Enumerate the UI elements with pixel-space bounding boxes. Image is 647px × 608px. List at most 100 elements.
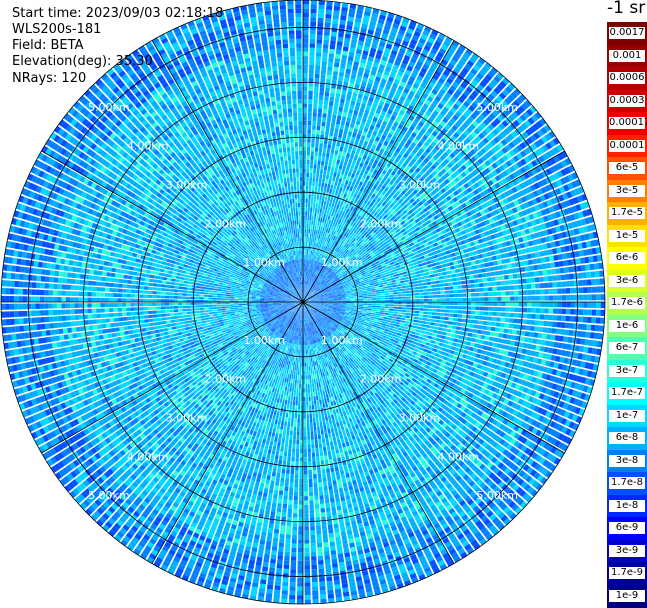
range-bin [496, 281, 501, 285]
range-bin [461, 323, 466, 327]
range-bin [310, 229, 312, 233]
range-bin [323, 40, 329, 45]
range-bin [323, 187, 326, 192]
range-bin [326, 10, 332, 15]
range-bin [565, 316, 570, 322]
range-bin [448, 282, 453, 286]
range-bin [332, 163, 336, 168]
range-bin [350, 297, 354, 298]
range-bin [402, 291, 406, 293]
range-bin [465, 346, 470, 351]
range-bin [328, 180, 331, 185]
range-bin [386, 322, 391, 325]
range-bin [303, 39, 308, 43]
range-bin [318, 104, 322, 109]
range-bin [306, 186, 308, 190]
range-bin [535, 320, 540, 325]
range-bin [549, 302, 553, 307]
range-bin [344, 104, 349, 109]
range-bin [582, 272, 587, 278]
range-bin [345, 99, 350, 104]
range-bin [339, 129, 343, 134]
range-bin [484, 311, 489, 315]
range-bin [381, 304, 385, 306]
range-bin [527, 302, 531, 307]
range-bin [342, 188, 346, 193]
range-bin [312, 182, 315, 187]
range-bin [488, 292, 492, 296]
range-bin [306, 194, 308, 198]
range-bin [445, 290, 450, 293]
range-bin [310, 22, 316, 27]
range-bin [334, 168, 338, 173]
range-bin [490, 332, 495, 337]
range-bin [303, 60, 308, 64]
range-bin [473, 270, 478, 274]
range-bin [324, 27, 330, 32]
range-bin [303, 280, 304, 284]
range-bin [550, 335, 555, 341]
range-bin [339, 147, 343, 152]
range-bin [308, 121, 312, 125]
range-bin [320, 302, 324, 303]
range-bin [381, 298, 385, 300]
range-bin [419, 305, 423, 308]
range-bin [430, 326, 435, 329]
range-bin [303, 56, 308, 60]
range-bin [496, 317, 501, 321]
range-bin [499, 270, 504, 275]
range-bin [323, 174, 326, 179]
range-bin [310, 30, 316, 35]
range-bin [406, 310, 410, 313]
range-bin [500, 344, 505, 349]
range-bin [426, 322, 431, 325]
range-bin [499, 328, 504, 333]
range-bin [305, 220, 307, 224]
range-bin [522, 319, 527, 324]
range-bin [384, 311, 388, 313]
range-bin [317, 31, 323, 36]
range-bin [504, 323, 509, 328]
range-bin [384, 315, 389, 317]
range-bin [305, 263, 306, 267]
range-bin [393, 290, 398, 292]
range-bin [536, 290, 541, 295]
range-bin [548, 315, 553, 320]
range-bin [327, 144, 331, 149]
range-bin [441, 295, 445, 298]
range-bin [543, 321, 548, 326]
range-bin [532, 302, 536, 307]
range-bin [462, 289, 467, 293]
range-bin [397, 312, 402, 314]
range-bin [388, 285, 393, 288]
range-bin [558, 254, 563, 260]
range-bin [342, 116, 347, 121]
range-bin [315, 186, 318, 191]
range-bin [436, 284, 441, 287]
range-bin [580, 339, 585, 345]
range-bin [458, 314, 463, 318]
range-bin [538, 270, 543, 275]
range-bin [387, 320, 392, 323]
range-bin [441, 335, 446, 339]
range-bin [340, 98, 345, 103]
range-bin [315, 78, 320, 83]
range-bin [335, 177, 339, 182]
range-bin [479, 311, 484, 315]
range-bin [303, 69, 308, 73]
range-bin [483, 316, 488, 320]
range-bin [514, 285, 519, 290]
range-bin [340, 20, 346, 25]
range-bin [396, 317, 401, 320]
range-bin [445, 306, 449, 309]
range-bin [401, 288, 406, 291]
range-bin [313, 104, 317, 109]
range-bin [315, 151, 318, 156]
range-bin [387, 281, 392, 284]
range-bin [394, 327, 399, 330]
range-bin [333, 303, 337, 304]
range-bin [310, 233, 312, 237]
range-bin [331, 145, 335, 150]
range-bin [381, 300, 385, 302]
range-bin [326, 127, 330, 132]
